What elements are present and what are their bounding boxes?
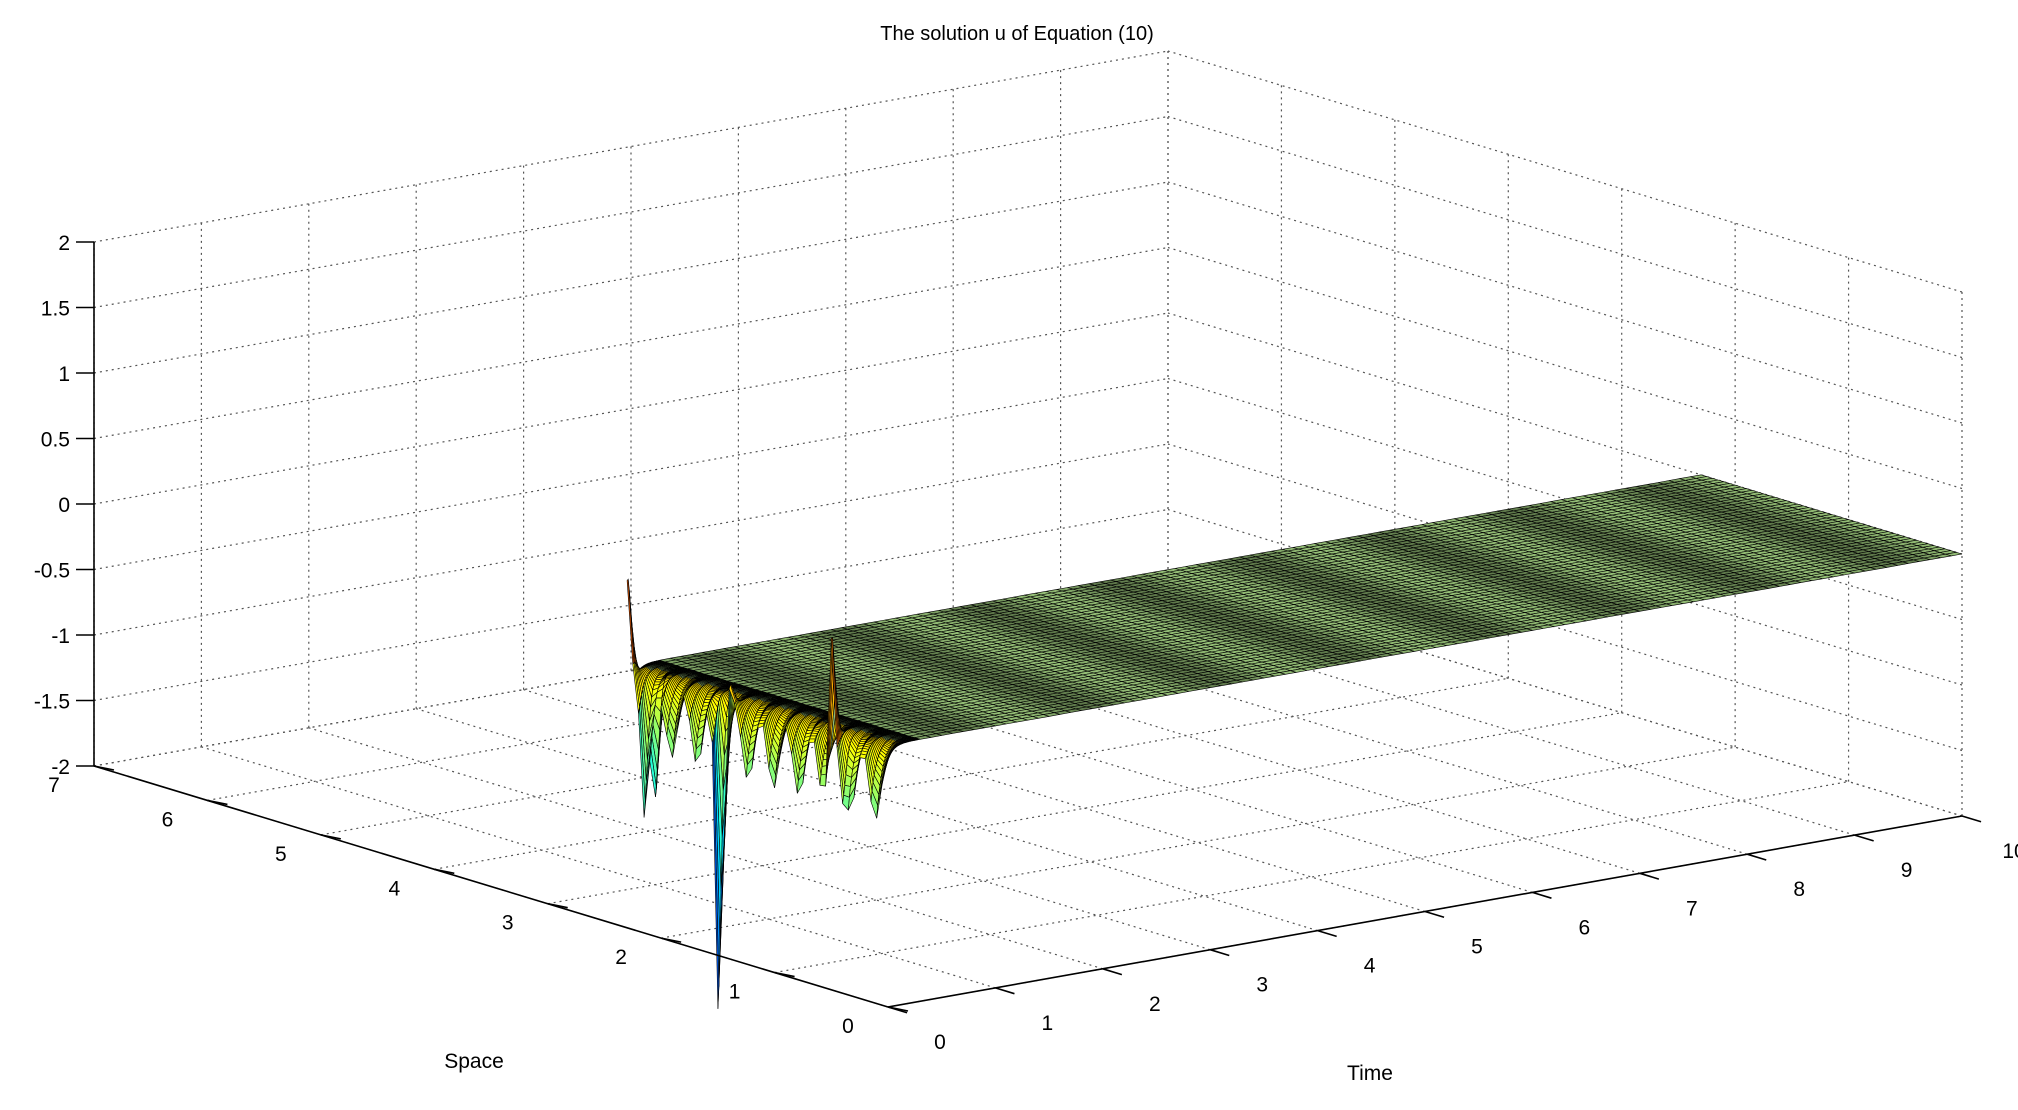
floor-grid-line <box>434 677 1509 870</box>
back-wall-grid-line <box>93 115 1169 309</box>
side-wall-grid-line <box>1167 181 1963 424</box>
back-wall-grid-line <box>93 50 1169 243</box>
back-wall-grid-line <box>93 312 1169 505</box>
floor-grid-line <box>207 608 1282 802</box>
back-wall-grid-line <box>93 508 1169 702</box>
floor-grid-line <box>547 712 1622 905</box>
back-wall-grid-line <box>93 181 1169 374</box>
floor-grid-line <box>201 746 996 989</box>
surface-mesh <box>626 474 1963 1009</box>
side-wall-grid-line <box>1167 115 1963 359</box>
floor-grid-line <box>416 708 1211 951</box>
back-wall-grid-line <box>93 246 1169 440</box>
chart-title: The solution u of Equation (10) <box>880 23 1154 45</box>
back-wall-grid-line <box>93 377 1169 571</box>
floor-grid-line <box>308 727 1103 970</box>
floor-grid-line <box>661 746 1736 939</box>
floor-grid-line <box>320 643 1395 836</box>
back-wall-grid-line <box>93 443 1169 636</box>
floor-grid-line <box>774 780 1849 974</box>
back-wall-grid-line <box>93 574 1169 767</box>
side-wall-grid-line <box>1167 246 1963 490</box>
side-wall-grid-line <box>1167 50 1963 293</box>
